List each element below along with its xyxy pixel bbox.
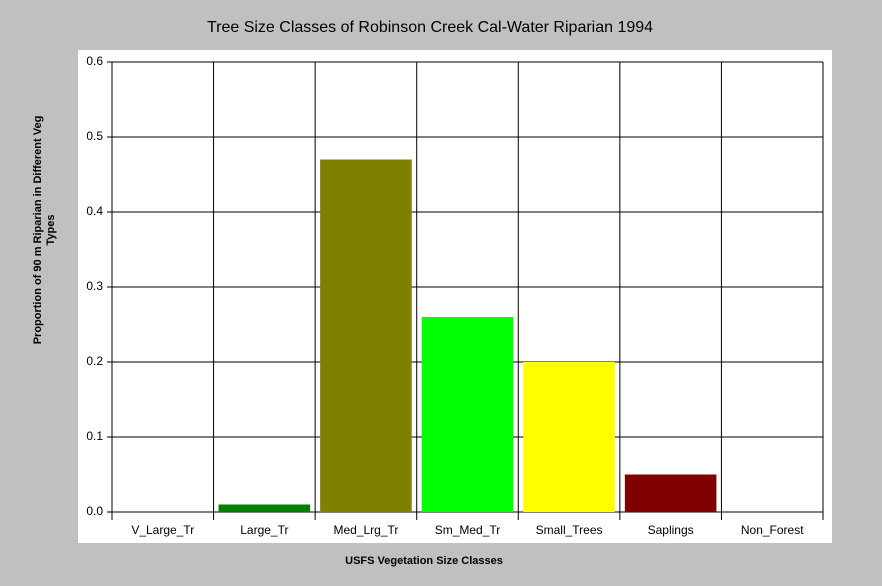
x-tick-label: Non_Forest: [741, 523, 804, 537]
y-tick-label: 0.4: [86, 204, 103, 218]
bar: [421, 317, 514, 512]
bar: [624, 474, 717, 512]
x-tick-label: Small_Trees: [536, 523, 603, 537]
x-tick-label: Med_Lrg_Tr: [333, 523, 398, 537]
y-tick-label: 0.6: [86, 54, 103, 68]
y-tick-label: 0.3: [86, 279, 103, 293]
bar: [523, 362, 615, 512]
y-tick-label: 0.2: [86, 354, 103, 368]
x-axis-title: USFS Vegetation Size Classes: [345, 555, 503, 567]
y-tick-label: 0.0: [86, 504, 103, 518]
bar: [218, 504, 311, 512]
x-tick-label: V_Large_Tr: [131, 523, 194, 537]
chart-title: Tree Size Classes of Robinson Creek Cal-…: [207, 19, 653, 36]
y-axis-title: Proportion of 90 m Riparian in Different…: [32, 116, 44, 345]
y-axis-title: Types: [45, 215, 57, 246]
bar: [320, 159, 412, 512]
y-tick-label: 0.5: [86, 129, 103, 143]
y-tick-label: 0.1: [86, 429, 103, 443]
x-tick-label: Sm_Med_Tr: [435, 523, 501, 537]
x-tick-label: Saplings: [648, 523, 694, 537]
x-tick-label: Large_Tr: [240, 523, 288, 537]
